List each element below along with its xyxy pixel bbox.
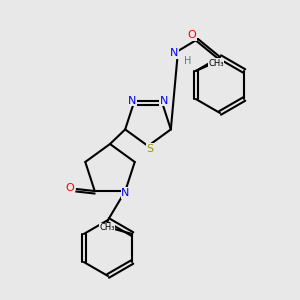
Text: N: N xyxy=(160,96,168,106)
Text: O: O xyxy=(65,183,74,193)
Text: CH₃: CH₃ xyxy=(100,224,115,232)
Text: O: O xyxy=(188,30,196,40)
Text: N: N xyxy=(128,96,136,106)
Text: H: H xyxy=(184,56,192,66)
Text: N: N xyxy=(121,188,130,198)
Text: S: S xyxy=(146,144,154,154)
Text: CH₃: CH₃ xyxy=(208,58,224,68)
Text: N: N xyxy=(170,48,178,58)
